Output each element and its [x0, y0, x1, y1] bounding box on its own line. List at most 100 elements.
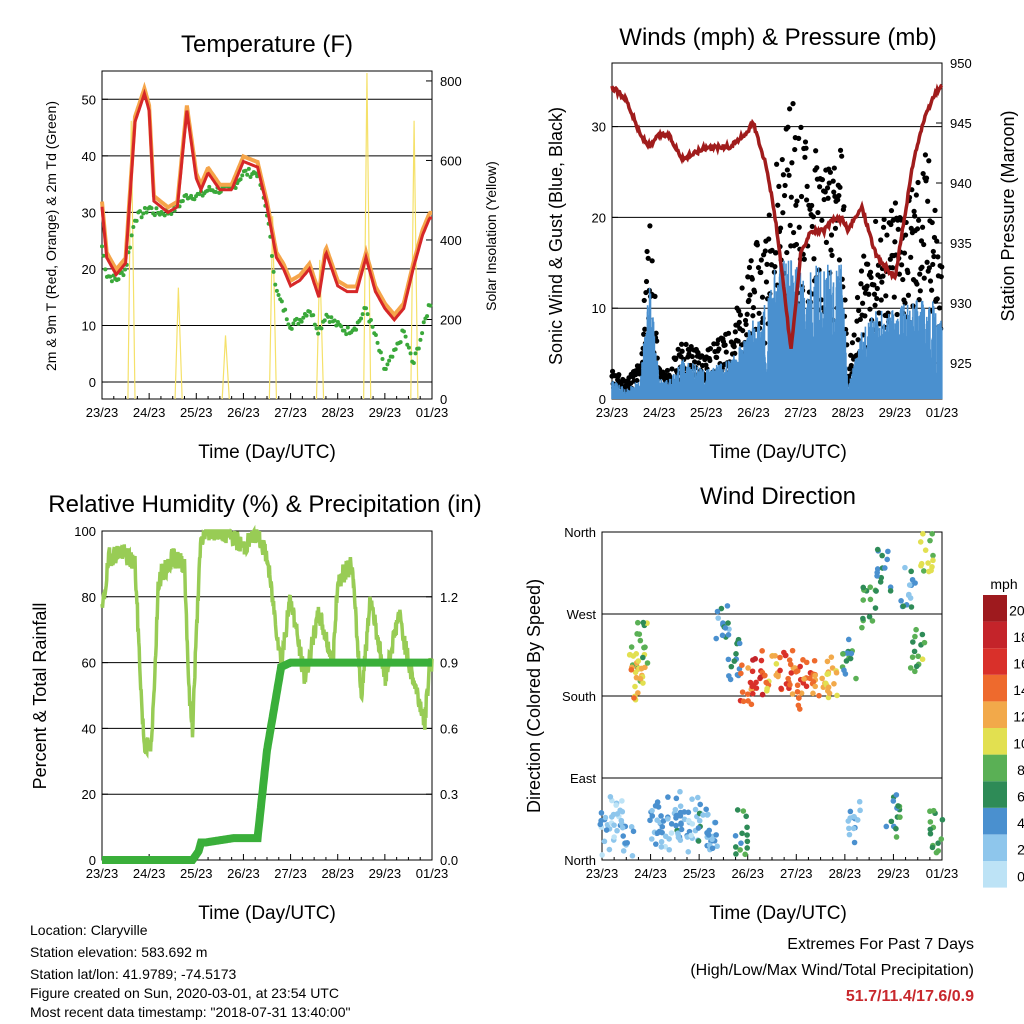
gust-point	[930, 261, 936, 268]
gust-point	[645, 255, 651, 261]
gust-point	[798, 193, 805, 200]
gust-point	[664, 367, 671, 374]
dewpoint-point	[246, 166, 251, 171]
gust-point	[754, 242, 760, 248]
direction-point	[733, 851, 739, 857]
direction-point	[786, 657, 793, 663]
dewpoint-point	[149, 206, 154, 211]
direction-point	[913, 626, 919, 633]
dewpoint-point	[359, 316, 364, 321]
direction-point	[673, 795, 680, 802]
legend-label: 8	[1017, 762, 1024, 778]
gust-point	[737, 312, 744, 318]
direction-point	[619, 798, 625, 804]
direction-point	[739, 662, 745, 669]
direction-xlabel: Time (Day/UTC)	[709, 903, 847, 924]
gust-point	[892, 239, 898, 245]
gust-point	[763, 279, 770, 285]
direction-point	[793, 668, 799, 675]
info-recent: Most recent data timestamp: "2018-07-31 …	[30, 1004, 351, 1020]
gust-point	[642, 326, 648, 332]
x-tick-label: 23/23	[596, 405, 629, 420]
direction-point	[662, 833, 669, 840]
gust-point	[811, 256, 817, 262]
direction-point	[811, 657, 818, 664]
direction-point	[668, 821, 675, 827]
direction-point	[685, 849, 692, 855]
dewpoint-point	[207, 184, 212, 189]
direction-point	[709, 845, 716, 852]
gust-point	[841, 204, 847, 210]
gust-point	[804, 197, 810, 203]
direction-point	[781, 649, 787, 656]
gust-point	[736, 308, 742, 314]
humidity-ylabel-left: Percent & Total Rainfall	[30, 603, 50, 790]
dewpoint-point	[139, 215, 144, 220]
legend-label: 14	[1013, 682, 1024, 698]
y2-tick-label: 200	[440, 312, 462, 327]
y2-tick-label: 950	[950, 56, 972, 71]
gust-point	[809, 223, 815, 230]
dewpoint-point	[311, 313, 316, 318]
gust-point	[855, 337, 861, 343]
direction-point	[688, 832, 694, 839]
gust-point	[831, 165, 837, 171]
info-location: Location: Claryville	[30, 922, 148, 938]
direction-point	[648, 836, 655, 842]
x-tick-label: 01/23	[926, 405, 959, 420]
dewpoint-point	[370, 324, 375, 329]
gust-point	[934, 238, 940, 244]
direction-point	[857, 807, 863, 814]
direction-point	[926, 568, 932, 575]
dewpoint-point	[128, 245, 133, 250]
direction-point	[777, 654, 783, 661]
direction-point	[834, 692, 840, 699]
direction-point	[920, 531, 926, 537]
legend-swatch	[983, 674, 1007, 702]
direction-point	[695, 838, 702, 844]
direction-point	[908, 604, 915, 610]
gust-point	[900, 276, 906, 283]
gust-point	[822, 189, 828, 195]
direction-point	[649, 807, 655, 814]
direction-point	[732, 833, 739, 839]
dewpoint-point	[286, 322, 291, 327]
winds-xlabel: Time (Day/UTC)	[709, 442, 847, 463]
gust-point	[931, 253, 937, 260]
dewpoint-point	[327, 319, 332, 324]
direction-point	[728, 663, 735, 670]
gust-point	[802, 139, 809, 145]
gust-point	[825, 195, 831, 201]
direction-point	[753, 679, 759, 686]
direction-point	[935, 848, 942, 854]
x-tick-label: 23/23	[86, 866, 119, 881]
precipitation-line	[102, 658, 432, 864]
direction-point	[911, 648, 918, 655]
gust-point	[827, 169, 833, 175]
temperature-title: Temperature (F)	[181, 31, 353, 58]
dewpoint-point	[141, 211, 146, 216]
direction-point	[927, 826, 934, 833]
gust-point	[936, 305, 943, 311]
gust-point	[884, 232, 890, 238]
direction-point	[705, 832, 712, 838]
y2-tick-label: 0.6	[440, 721, 458, 736]
gust-point	[749, 276, 755, 282]
direction-point	[930, 552, 936, 559]
gust-point	[647, 223, 653, 229]
direction-point	[795, 702, 802, 709]
gust-point	[831, 189, 837, 195]
gust-point	[925, 198, 931, 204]
direction-point	[906, 582, 913, 588]
gust-point	[832, 225, 839, 231]
gust-point	[789, 160, 795, 166]
dewpoint-point	[408, 351, 413, 356]
gust-point	[919, 264, 925, 270]
gust-point	[896, 271, 902, 277]
dewpoint-point	[316, 331, 321, 336]
legend-label: 18	[1013, 629, 1024, 645]
direction-point	[810, 690, 816, 697]
dewpoint-point	[387, 358, 392, 363]
dewpoint-point	[314, 326, 319, 331]
legend-swatch	[983, 754, 1007, 782]
